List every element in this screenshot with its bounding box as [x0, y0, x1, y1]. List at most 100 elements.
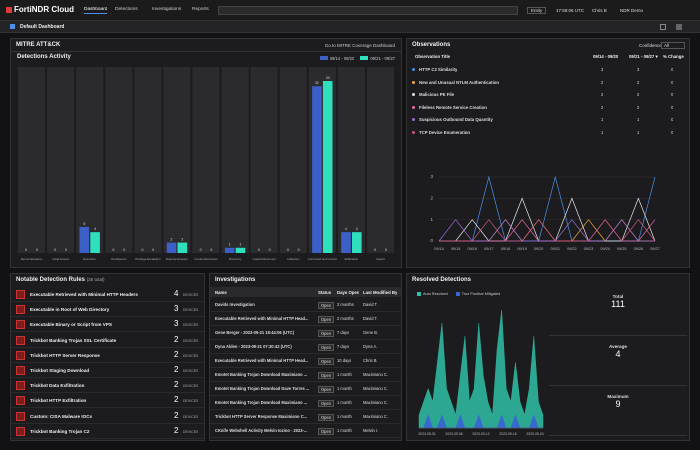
x-tick-label: 09/16 [467, 247, 477, 251]
data-label: 4 [345, 227, 347, 231]
legend-item: True Positive Mitigated [455, 292, 501, 296]
rule-row[interactable]: Executable Binary or Script from VPS 3 DEV… [11, 317, 204, 333]
data-label: 2 [171, 237, 173, 241]
investigation-name[interactable]: CKnife Webshell Activity Melvin Iozino -… [215, 428, 308, 433]
stat-label: Total [612, 294, 624, 299]
menu-button[interactable] [676, 24, 682, 30]
modified-by: David T. [363, 316, 378, 321]
investigation-name[interactable]: Gene Berger - 2023-09-21 18:44:06 (UTC) [215, 330, 294, 335]
rule-name: Executable Binary or Script from VPS [30, 322, 112, 328]
nav-item[interactable]: Investigations [152, 7, 182, 12]
rule-row[interactable]: Executable Retrieved with Minimal HTTP H… [11, 287, 204, 302]
confidence-label: Confidence [639, 43, 662, 48]
user[interactable]: Chris B [592, 8, 607, 13]
nav-item[interactable]: Reports [192, 7, 209, 12]
row-divider [210, 409, 401, 410]
search-box[interactable] [218, 6, 518, 15]
rule-row[interactable]: Executable in Root of Web Directory 3 DEVI… [11, 302, 204, 318]
data-label: 0 [65, 248, 67, 252]
rule-row[interactable]: Trickbot HTTP Server Response 2 DEVICES [11, 348, 204, 363]
row-divider [210, 339, 401, 340]
rule-row[interactable]: Trickbot Staging Download 2 DEVICES [11, 363, 204, 378]
rule-row[interactable]: Custom: CISA Malware IOCs 2 DEVICES [11, 409, 204, 424]
line-series [439, 175, 656, 242]
status: Open [318, 316, 335, 323]
rule-count: 2 [174, 380, 179, 390]
days-open: 1 month [337, 400, 352, 405]
rule-count: 2 [174, 365, 179, 374]
nav-item[interactable]: Detections [115, 7, 138, 12]
home-icon[interactable] [10, 24, 15, 29]
row-divider [210, 311, 401, 312]
data-label: 0 [141, 248, 143, 252]
panel-title: Investigations [215, 277, 256, 283]
status: Open [318, 344, 335, 351]
y-tick-label: 3 [430, 174, 433, 179]
area-series [418, 309, 544, 429]
x-tick-label: Command and Control [308, 257, 337, 261]
rule-unit: DEVICES [183, 399, 199, 404]
x-tick-label: 09/20 [534, 247, 544, 251]
rule-name: Trickbot Banking Trojan C2 [30, 428, 90, 434]
modified-by: Maximiano C. [363, 372, 389, 377]
investigation-name[interactable]: Emotet Banking Trojan Download Maximiano… [215, 372, 308, 377]
investigation-name[interactable]: Executable Retrieved with Minimal HTTP H… [215, 316, 309, 321]
entity-select[interactable]: Entity [527, 7, 547, 14]
modified-by: David T. [363, 302, 378, 307]
investigation-name[interactable]: Emotet Banking Trojan Download Dave Torr… [215, 386, 310, 391]
days-open: 7 days [337, 330, 350, 335]
y-tick-label: 2 [430, 196, 433, 201]
area-chart: 2023-08-31 2023-09-06 2023-09-12 2023-09-18… [418, 309, 544, 436]
bar [341, 232, 351, 253]
modified-by: Maximiano C. [363, 386, 389, 391]
mitre-link[interactable]: Go to MITRE Coverage Dashboard [324, 43, 395, 48]
data-label: 0 [54, 248, 56, 252]
rule-icon [16, 426, 25, 436]
x-tick-label: 09/25 [617, 247, 627, 251]
rule-unit: DEVICES [183, 323, 199, 328]
rule-count: 3 [174, 304, 179, 314]
column-background [250, 67, 278, 253]
rule-row[interactable]: Trickbot HTTP Exfiltration 2 DEVICES [11, 393, 204, 409]
status: Open [318, 372, 335, 379]
rule-row[interactable]: Trickbot Banking Trojan C2 2 DEVICES [11, 424, 204, 439]
investigation-name[interactable]: Emotet Banking Trojan Download Maximiano… [215, 400, 308, 405]
investigation-name[interactable]: Davids Investigation [215, 302, 255, 307]
status: Open [318, 428, 335, 435]
x-tick-label: 09/21 [551, 247, 561, 251]
row-divider [210, 353, 401, 354]
x-tick-label: Persistence [111, 257, 126, 261]
column-background [221, 67, 249, 253]
data-label: 5 [83, 222, 85, 226]
investigation-name[interactable]: Executable Retrieved with Minimal HTTP H… [215, 358, 309, 363]
confidence-select[interactable]: All [661, 42, 685, 49]
rule-row[interactable]: Trickbot Data Exfiltration 2 DEVICES [11, 378, 204, 394]
data-label: 0 [385, 248, 387, 252]
logo [6, 7, 12, 13]
dashboard-title[interactable]: Default Dashboard [20, 24, 65, 30]
mitre-panel: MITRE ATT&CK Go to MITRE Coverage Dashbo… [10, 38, 402, 268]
x-tick-label: Privilege Escalation [135, 257, 161, 261]
rule-icon [16, 366, 25, 375]
investigation-name[interactable]: Trickbot HTTP Server Response Maximiano … [215, 414, 308, 419]
row-dot [412, 118, 415, 121]
days-open: 1 month [337, 428, 352, 433]
x-tick-label: 2023-08-31 [418, 432, 435, 436]
divider [11, 51, 401, 52]
row-divider [210, 381, 401, 382]
x-tick-label: 09/23 [584, 247, 594, 251]
data-label: 0 [258, 248, 260, 252]
add-button[interactable] [660, 24, 666, 30]
row-dot [412, 130, 415, 134]
rule-unit: DEVICES [183, 429, 199, 434]
account[interactable]: NDR Demo [620, 8, 644, 13]
x-tick-label: 2023-09-06 [445, 432, 462, 436]
data-label: 0 [200, 248, 202, 252]
modified-by: Melvin I. [363, 428, 379, 433]
rule-unit: DEVICES [183, 369, 199, 373]
legend-label: 09/14 - 09/20 [329, 55, 355, 61]
rule-row[interactable]: Trickbot Banking Trojan SSL Certificate 2… [11, 333, 204, 348]
nav-item[interactable]: Dashboard [84, 7, 108, 14]
legend-label: True Positive Mitigated [461, 292, 501, 296]
investigation-name[interactable]: Dyna Alden - 2023-09-21 07:30:42 (UTC) [215, 344, 292, 349]
